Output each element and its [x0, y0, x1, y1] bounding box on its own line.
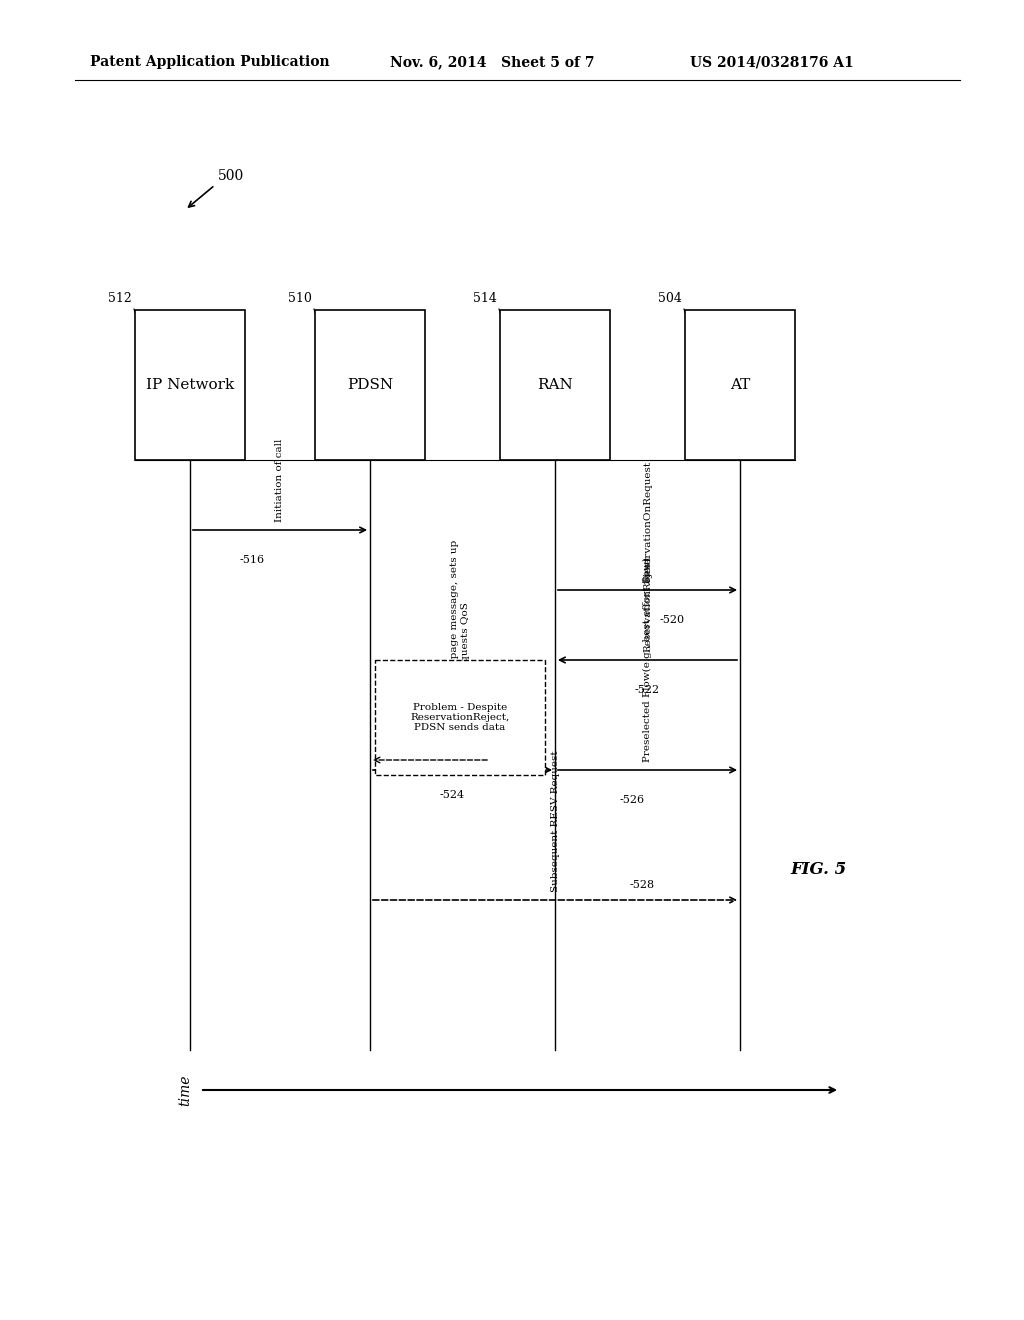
Text: FIG. 5: FIG. 5: [790, 862, 846, 879]
Text: Nov. 6, 2014   Sheet 5 of 7: Nov. 6, 2014 Sheet 5 of 7: [390, 55, 595, 69]
Text: RESV Request: RESV Request: [458, 686, 467, 762]
Text: time: time: [178, 1074, 193, 1106]
Text: Target AT receives page message, sets up
connection, and requests QoS: Target AT receives page message, sets up…: [451, 540, 470, 760]
Text: -518: -518: [400, 685, 425, 696]
Text: -520: -520: [660, 615, 685, 624]
Text: -524: -524: [440, 789, 465, 800]
Text: Preselected Flow(e.g., best effort flow): Preselected Flow(e.g., best effort flow): [643, 557, 652, 762]
Text: 512: 512: [109, 292, 132, 305]
Text: -516: -516: [240, 554, 265, 565]
Text: 514: 514: [473, 292, 497, 305]
Text: -526: -526: [620, 795, 645, 805]
Text: 510: 510: [288, 292, 312, 305]
Text: 500: 500: [218, 169, 245, 183]
Bar: [375, 660, 545, 775]
Text: Patent Application Publication: Patent Application Publication: [90, 55, 330, 69]
Text: RAN: RAN: [538, 378, 572, 392]
Text: Initiation of call: Initiation of call: [275, 438, 285, 521]
Text: Subsequent RESV Request: Subsequent RESV Request: [551, 750, 559, 892]
Text: ReservationReject: ReservationReject: [643, 556, 652, 652]
Text: ReservationOnRequest: ReservationOnRequest: [643, 461, 652, 582]
Text: IP Network: IP Network: [145, 378, 234, 392]
Text: -528: -528: [630, 880, 655, 890]
Text: AT: AT: [730, 378, 751, 392]
Text: 504: 504: [658, 292, 682, 305]
Text: -522: -522: [635, 685, 660, 696]
Text: Problem - Despite
ReservationReject,
PDSN sends data: Problem - Despite ReservationReject, PDS…: [411, 702, 510, 733]
Text: US 2014/0328176 A1: US 2014/0328176 A1: [690, 55, 854, 69]
Bar: [685, 310, 795, 459]
Bar: [500, 310, 610, 459]
Bar: [135, 310, 245, 459]
Bar: [315, 310, 425, 459]
Text: PDSN: PDSN: [347, 378, 393, 392]
